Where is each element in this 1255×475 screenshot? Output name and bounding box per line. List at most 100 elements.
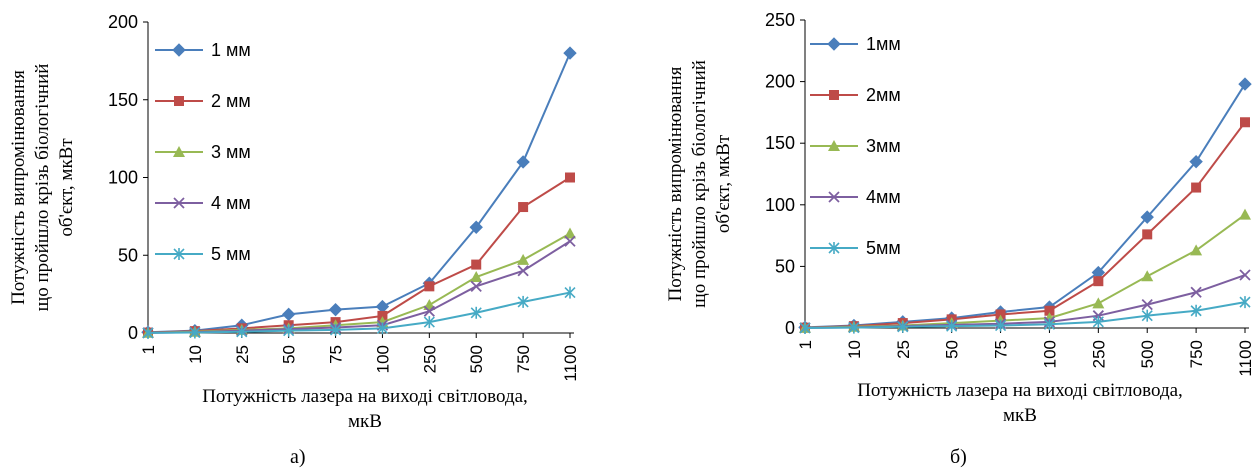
chart-a-data-point: [329, 323, 342, 336]
chart-a-ytick-label: 150: [108, 90, 138, 110]
chart-panel-b: 0 50 100 150 200 250 1 10 25 50 75 100 250 500 750 1100…: [645, 0, 1255, 430]
chart-b-xtick-label: 1: [796, 340, 815, 349]
chart-b-ylabel-line: Потужність випромінювання: [665, 66, 686, 301]
chart-b-data-point: [1240, 117, 1250, 128]
chart-b-xtick-label: 750: [1187, 340, 1206, 368]
chart-b-data-point: [1190, 286, 1202, 298]
chart-a-data-point: [470, 306, 482, 319]
chart-a-data-point: [281, 307, 296, 322]
chart-a-legend-marker: [173, 248, 185, 260]
chart-a-series-2: [143, 172, 575, 338]
chart-a-data-point: [470, 271, 483, 283]
chart-b-xtick-label: 50: [943, 340, 962, 359]
chart-b-ytick-label: 50: [775, 256, 795, 276]
chart-b-xtick-label: 10: [845, 340, 864, 359]
chart-b-data-point: [897, 320, 909, 333]
chart-b-ytick-label: 200: [765, 72, 795, 92]
chart-b-series-3: [799, 208, 1251, 333]
chart-a-xlabel-line: мкВ: [348, 411, 382, 430]
chart-a-legend-label: 3 мм: [211, 142, 251, 162]
chart-b-xlabel: Потужність лазера на виході світловода, м…: [857, 380, 1183, 426]
chart-b-xlabel-line: Потужність лазера на виході світловода,: [857, 380, 1183, 401]
chart-b-legend-marker: [828, 140, 840, 151]
chart-a-data-point: [469, 220, 483, 234]
chart-b-xtick-label: 25: [894, 340, 913, 359]
chart-b-data-point: [1239, 296, 1251, 309]
chart-b-legend-label: 5мм: [866, 238, 901, 258]
chart-a-series-3: [142, 227, 576, 338]
chart-b-legend-marker: [828, 191, 840, 203]
chart-b-data-point: [1140, 210, 1154, 224]
chart-b-data-point: [946, 320, 958, 333]
chart-b-xtick-label: 250: [1089, 340, 1108, 368]
chart-a-data-point: [377, 310, 388, 321]
chart-a-data-point: [517, 265, 529, 277]
chart-a-legend-marker: [173, 197, 185, 209]
chart-b-data-point: [1190, 244, 1203, 256]
chart-a-xtick-label: 1100: [561, 345, 580, 382]
chart-b-ylabel: Потужність випромінювання що пройшло кріз…: [665, 60, 734, 308]
chart-a-ytick-label: 50: [118, 245, 138, 265]
chart-b-data-point: [1141, 270, 1154, 282]
chart-a-data-point: [564, 227, 576, 239]
chart-a-data-point: [563, 46, 577, 60]
chart-b-legend-label: 4мм: [866, 187, 901, 207]
chart-a-data-point: [376, 322, 389, 335]
chart-b-data-point: [1239, 269, 1251, 281]
chart-a-xtick-label: 1: [139, 345, 158, 354]
chart-a-xtick-label: 250: [420, 345, 439, 373]
chart-b-svg: 0 50 100 150 200 250 1 10 25 50 75 100 250 500 750 1100…: [665, 10, 1255, 426]
chart-b-ytick-label: 250: [765, 10, 795, 30]
chart-a-ylabel-line: що пройшло крізь біологічний: [32, 64, 53, 312]
chart-b-data-point: [1191, 182, 1202, 193]
chart-a-data-point: [470, 280, 482, 292]
chart-b-ytick-label: 0: [785, 318, 795, 338]
caption-a: а): [290, 446, 306, 468]
chart-a-ytick-label: 0: [128, 323, 138, 343]
chart-b-ytick-label: 100: [765, 195, 795, 215]
chart-a-series-line: [147, 52, 571, 334]
chart-a-ylabel-line: об'єкт, мкВт: [56, 138, 77, 237]
chart-a-data-point: [423, 316, 435, 329]
chart-a-legend-label: 1 мм: [211, 40, 251, 60]
chart-a-data-point: [423, 305, 435, 317]
chart-b-data-point: [1092, 315, 1104, 328]
chart-b-xtick-label: 500: [1138, 340, 1157, 368]
chart-b-series-line: [804, 213, 1246, 329]
chart-a-xlabel: Потужність лазера на виході світловода, м…: [202, 386, 528, 432]
chart-a-ylabel: Потужність випромінювання що пройшло кріз…: [8, 64, 77, 312]
chart-a-xtick-label: 10: [186, 345, 205, 364]
chart-a-legend-label: 5 мм: [211, 244, 251, 264]
chart-a-svg: 0 50 100 150 200 1 10 25 50 75 100 250 500 750 1100 1 м…: [8, 12, 580, 432]
chart-a-data-point: [424, 281, 435, 292]
chart-a-xtick-label: 50: [280, 345, 299, 364]
chart-a-xtick-label: 25: [233, 345, 252, 364]
chart-a-data-point: [328, 302, 343, 317]
chart-b-series-4: [799, 269, 1251, 334]
chart-b-data-point: [848, 321, 860, 334]
chart-b-xtick-label: 100: [1040, 340, 1059, 368]
chart-a-data-point: [375, 299, 390, 314]
chart-b-data-point: [1141, 298, 1153, 311]
chart-a-data-point: [517, 295, 529, 308]
caption-b: б): [950, 446, 967, 468]
chart-b-series-line: [804, 121, 1246, 329]
chart-a-data-point: [565, 172, 575, 183]
chart-b-data-point: [1044, 305, 1055, 316]
chart-b-data-point: [1043, 318, 1056, 331]
chart-a-data-point: [564, 286, 576, 299]
chart-b-legend-marker: [828, 242, 840, 254]
chart-b-xtick-label: 1100: [1236, 340, 1255, 377]
chart-a-ytick-label: 100: [108, 168, 138, 188]
chart-b-data-point: [799, 321, 811, 334]
chart-b-legend: 1мм 2мм 3мм 4мм 5мм: [810, 34, 901, 258]
chart-panel-a: 0 50 100 150 200 1 10 25 50 75 100 250 500 750 1100 1 м…: [0, 0, 615, 432]
chart-a-legend-marker: [173, 146, 185, 157]
chart-a-data-point: [283, 324, 295, 337]
chart-a-ytick-label: 200: [108, 12, 138, 32]
chart-a-data-point: [142, 326, 154, 339]
chart-b-series-5: [799, 296, 1251, 334]
chart-a-series-1: [141, 46, 577, 339]
chart-b-legend-marker: [829, 90, 839, 100]
chart-b-ylabel-line: що пройшло крізь біологічний: [689, 60, 710, 308]
